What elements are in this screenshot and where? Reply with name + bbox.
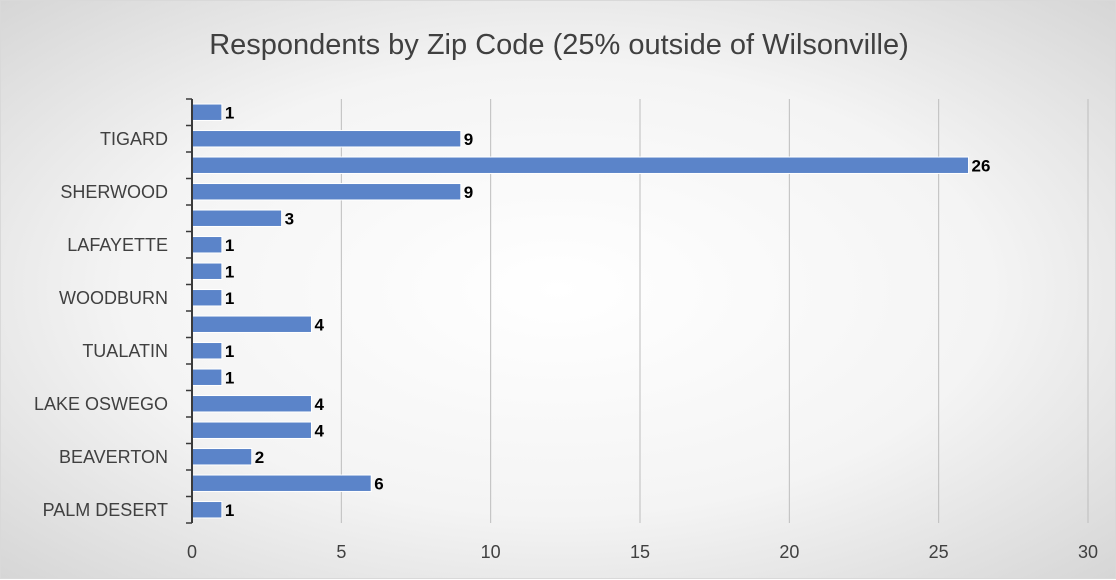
data-label: 1 xyxy=(225,368,234,387)
x-tick-label: 20 xyxy=(779,542,799,562)
x-tick-label: 5 xyxy=(336,542,346,562)
data-label: 9 xyxy=(464,183,473,202)
bar xyxy=(191,130,462,148)
data-label: 26 xyxy=(972,156,991,175)
bar xyxy=(191,474,372,492)
bar xyxy=(191,315,312,333)
category-label: TIGARD xyxy=(100,129,168,149)
bars xyxy=(191,103,970,519)
category-label: PALM DESERT xyxy=(43,500,168,520)
x-tick-label: 30 xyxy=(1078,542,1098,562)
x-tick-label: 25 xyxy=(929,542,949,562)
bar xyxy=(191,209,283,227)
bar xyxy=(191,236,223,254)
labels: 0 5 10 15 20 25 3019TIGARD269SHERWOOD31LAFAYET… xyxy=(34,103,1098,562)
x-tick-label: 15 xyxy=(630,542,650,562)
bar xyxy=(191,368,223,386)
x-tick-label: 10 xyxy=(481,542,501,562)
data-label: 1 xyxy=(225,289,234,308)
bar xyxy=(191,183,462,201)
category-label: WOODBURN xyxy=(59,288,168,308)
x-tick-label: 0 xyxy=(187,542,197,562)
bar xyxy=(191,448,253,466)
data-label: 4 xyxy=(314,421,324,440)
bar xyxy=(191,262,223,280)
bar xyxy=(191,421,312,439)
data-label: 4 xyxy=(314,395,324,414)
bar xyxy=(191,289,223,307)
bar xyxy=(191,156,970,174)
data-label: 4 xyxy=(314,315,324,334)
category-label: LAFAYETTE xyxy=(67,235,168,255)
axes xyxy=(186,98,193,524)
bar xyxy=(191,395,312,413)
bar xyxy=(191,342,223,360)
data-label: 3 xyxy=(285,209,294,228)
data-label: 2 xyxy=(255,448,264,467)
category-label: SHERWOOD xyxy=(60,182,168,202)
category-label: TUALATIN xyxy=(82,341,168,361)
data-label: 6 xyxy=(374,474,383,493)
chart-title: Respondents by Zip Code (25% outside of … xyxy=(209,29,909,61)
bar xyxy=(191,103,223,121)
data-label: 1 xyxy=(225,342,234,361)
data-label: 1 xyxy=(225,262,234,281)
category-label: BEAVERTON xyxy=(59,447,168,467)
category-label: LAKE OSWEGO xyxy=(34,394,168,414)
bar xyxy=(191,501,223,519)
data-label: 1 xyxy=(225,103,234,122)
data-label: 9 xyxy=(464,130,473,149)
data-label: 1 xyxy=(225,236,234,255)
data-label: 1 xyxy=(225,501,234,520)
